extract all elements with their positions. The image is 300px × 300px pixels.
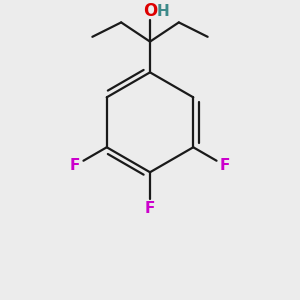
Text: F: F bbox=[220, 158, 230, 173]
Text: O: O bbox=[143, 2, 157, 20]
Text: F: F bbox=[145, 201, 155, 216]
Text: H: H bbox=[157, 4, 170, 19]
Text: F: F bbox=[70, 158, 80, 173]
